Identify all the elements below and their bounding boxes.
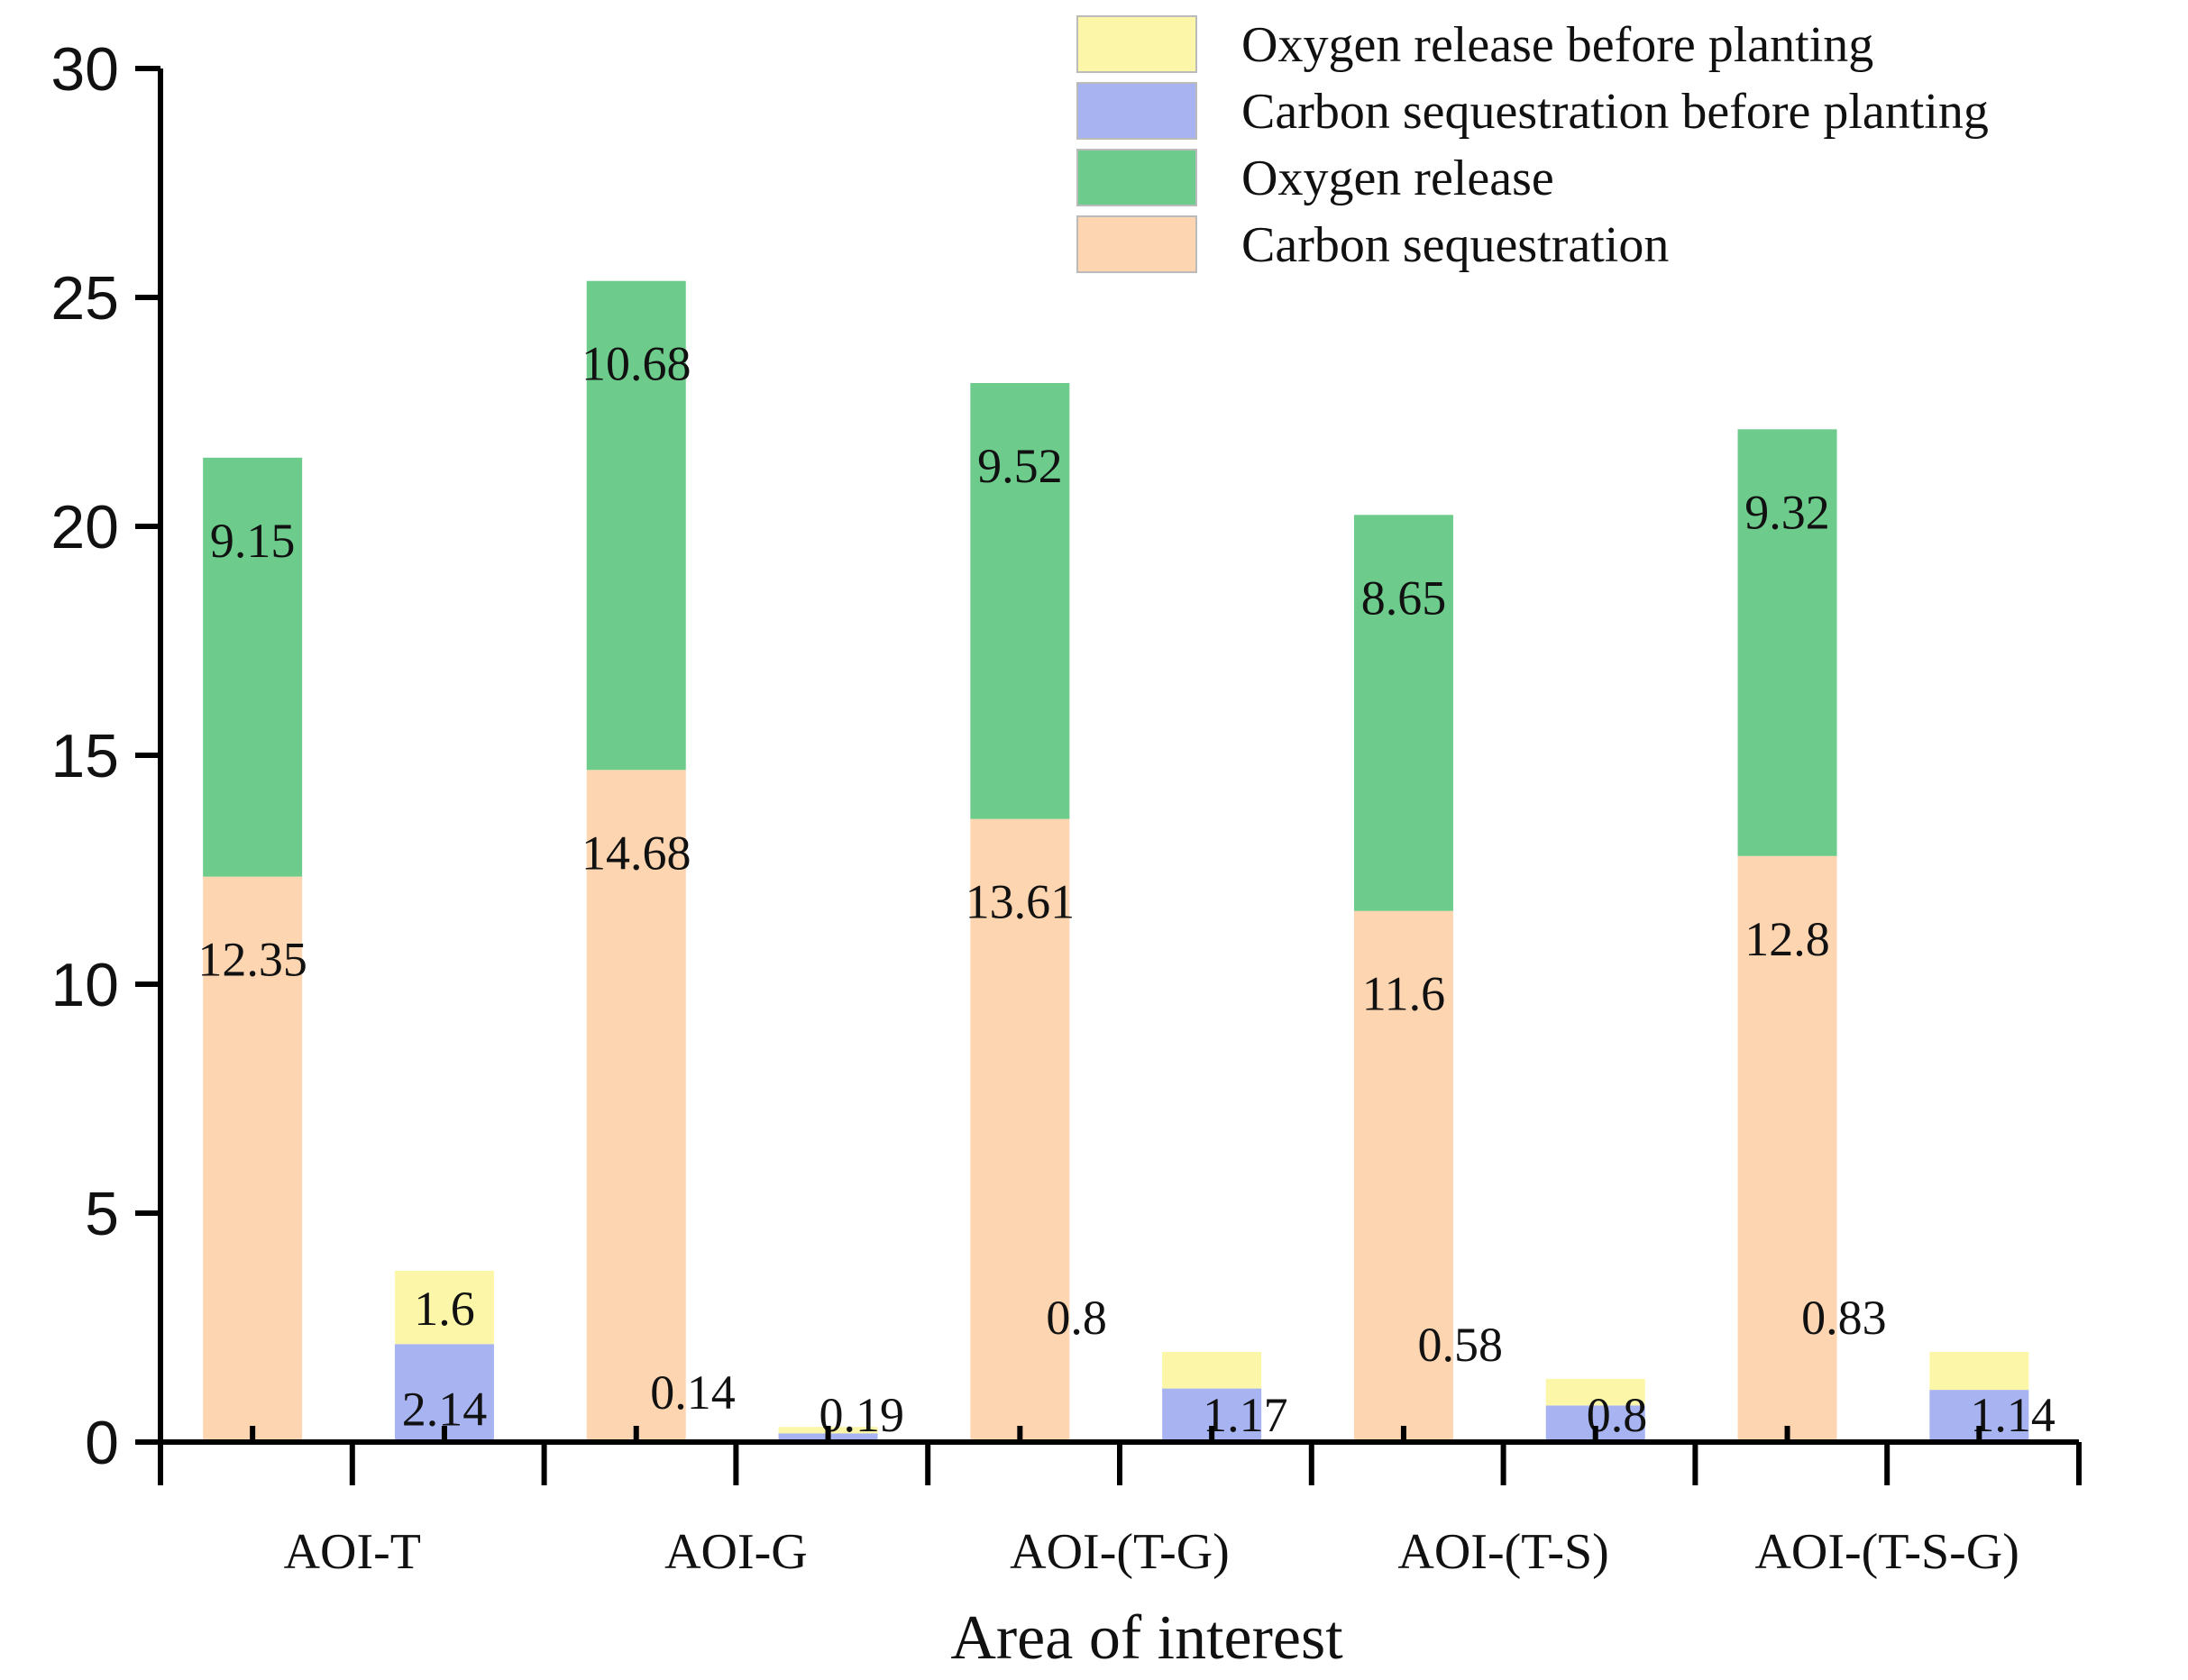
legend-label-carbon-sequestration-before-planting: Carbon sequestration before planting [1241, 84, 1989, 140]
data-label-oxygen-release-aoi-t-s: 8.65 [1361, 571, 1447, 625]
data-label-oxygen-release-before-planting-aoi-g: 0.14 [650, 1365, 736, 1420]
legend-swatch-oxygen-release [1076, 149, 1197, 206]
bar-carbon-sequestration-aoi-t-s [1353, 910, 1453, 1442]
x-category-label-aoi-t-s: AOI-(T-S) [1397, 1524, 1608, 1580]
data-label-oxygen-release-aoi-g: 10.68 [581, 337, 691, 391]
data-label-oxygen-release-aoi-t-g: 9.52 [977, 439, 1063, 493]
y-tick-label-20: 20 [50, 493, 119, 562]
x-category-label-aoi-g: AOI-G [664, 1524, 808, 1580]
data-label-oxygen-release-before-planting-aoi-t-s-g: 0.83 [1801, 1291, 1887, 1345]
bar-oxygen-release-before-planting-aoi-t [394, 1271, 494, 1345]
data-labels-layer: 12.359.152.141.614.6810.680.190.1413.619… [197, 337, 2055, 1442]
data-label-oxygen-release-aoi-t-s-g: 9.32 [1744, 485, 1830, 539]
bar-carbon-sequestration-aoi-t [203, 876, 303, 1442]
y-tick-label-30: 30 [50, 35, 119, 104]
data-label-carbon-sequestration-before-planting-aoi-t-s-g: 1.14 [1970, 1388, 2055, 1442]
legend-swatch-carbon-sequestration [1076, 215, 1197, 273]
bar-oxygen-release-before-planting-aoi-t-s [1545, 1378, 1645, 1406]
data-label-oxygen-release-before-planting-aoi-t-g: 0.8 [1046, 1291, 1107, 1345]
legend: Oxygen release before planting Carbon seq… [1076, 15, 1989, 273]
data-label-carbon-sequestration-aoi-t-s: 11.6 [1362, 967, 1446, 1021]
y-tick-label-0: 0 [85, 1409, 119, 1477]
x-category-label-aoi-t-s-g: AOI-(T-S-G) [1754, 1524, 2019, 1580]
bar-oxygen-release-aoi-t-s-g [1737, 429, 1837, 856]
bar-carbon-sequestration-aoi-g [586, 770, 686, 1442]
y-tick-label-10: 10 [50, 951, 119, 1019]
legend-label-oxygen-release-before-planting: Oxygen release before planting [1241, 17, 1873, 73]
bars-layer [203, 280, 2029, 1442]
bar-oxygen-release-aoi-t [203, 457, 303, 877]
legend-swatch-carbon-sequestration-before-planting [1076, 82, 1197, 140]
data-label-carbon-sequestration-aoi-t-g: 13.61 [966, 875, 1076, 929]
bar-oxygen-release-aoi-t-s [1353, 515, 1453, 911]
x-category-label-aoi-t: AOI-T [284, 1524, 421, 1580]
y-tick-label-15: 15 [50, 722, 119, 790]
data-label-carbon-sequestration-before-planting-aoi-t-g: 1.17 [1203, 1388, 1288, 1442]
bar-oxygen-release-aoi-g [586, 280, 686, 771]
data-label-carbon-sequestration-aoi-t: 12.35 [197, 933, 307, 987]
bar-oxygen-release-before-planting-aoi-t-s-g [1929, 1351, 2029, 1391]
bar-oxygen-release-aoi-t-g [970, 382, 1070, 819]
x-axis-title: Area of interest [950, 1603, 1343, 1673]
data-label-carbon-sequestration-aoi-t-s-g: 12.8 [1744, 912, 1830, 966]
data-label-oxygen-release-before-planting-aoi-t: 1.6 [414, 1282, 475, 1336]
data-label-carbon-sequestration-before-planting-aoi-g: 0.19 [819, 1388, 905, 1442]
data-label-oxygen-release-aoi-t: 9.15 [210, 514, 296, 568]
y-tick-label-25: 25 [50, 264, 119, 333]
legend-swatch-oxygen-release-before-planting [1076, 15, 1197, 73]
y-tick-label-5: 5 [85, 1180, 119, 1248]
legend-label-oxygen-release: Oxygen release [1241, 151, 1554, 206]
bar-carbon-sequestration-aoi-t-g [970, 818, 1070, 1442]
axes-layer: 0 5 10 15 20 25 30 AOI-T AOI-G AOI-(T-G) AOI-(T-S)… [50, 35, 2082, 1580]
bar-carbon-sequestration-aoi-t-s-g [1737, 855, 1837, 1442]
bar-carbon-sequestration-before-planting-aoi-t [394, 1344, 494, 1442]
data-label-carbon-sequestration-aoi-g: 14.68 [581, 826, 691, 880]
x-category-label-aoi-t-g: AOI-(T-G) [1010, 1524, 1230, 1580]
legend-label-carbon-sequestration: Carbon sequestration [1241, 217, 1669, 273]
data-label-oxygen-release-before-planting-aoi-t-s: 0.58 [1417, 1318, 1503, 1372]
bar-oxygen-release-before-planting-aoi-t-g [1162, 1351, 1262, 1389]
